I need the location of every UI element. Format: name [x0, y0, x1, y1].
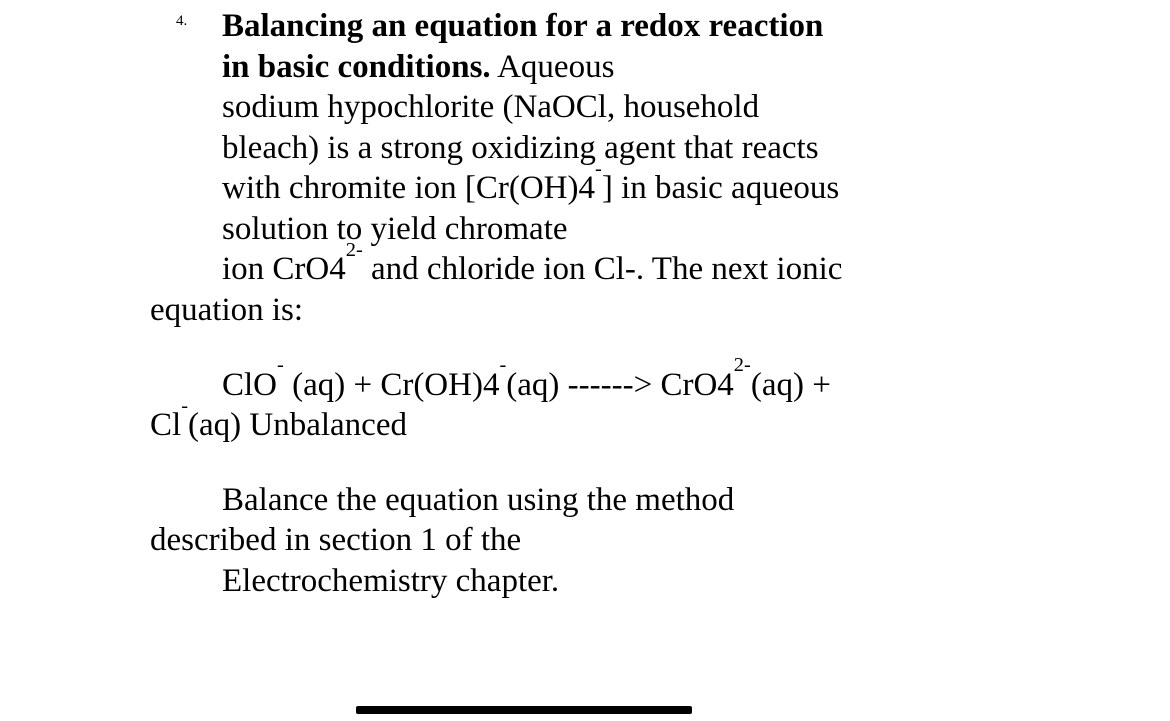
superscript-minus: - — [277, 354, 284, 376]
paragraph-2-equation: ClO- (aq) + Cr(OH)4-(aq) ------> CrO42-(… — [150, 365, 1050, 446]
p1-line-4: bleach) is a strong oxidizing agent that… — [150, 130, 819, 166]
eq-part-c: (aq) ------> CrO4 — [506, 367, 734, 403]
underline-decoration — [356, 706, 692, 714]
p1-line-8: equation is: — [150, 292, 303, 328]
p3-line-2: described in section 1 of the — [150, 522, 521, 558]
superscript-minus: - — [499, 354, 506, 376]
eq-part-b: (aq) + Cr(OH)4 — [284, 367, 500, 403]
p1-line-7: ion CrO42- and chloride ion Cl-. The nex… — [150, 251, 842, 287]
p1-line5-a: with chromite ion [Cr(OH)4 — [222, 170, 595, 206]
p1-line5-b: ] in basic aqueous — [602, 170, 839, 206]
superscript-2minus: 2- — [734, 354, 751, 376]
superscript-minus: - — [595, 158, 602, 180]
p1-line-3: sodium hypochlorite (NaOCl, household — [150, 89, 759, 125]
p1-rest-line1: Aqueous — [491, 49, 615, 85]
p1-line-5: with chromite ion [Cr(OH)4-] in basic aq… — [150, 170, 839, 206]
p3-line-1: Balance the equation using the method — [222, 482, 734, 518]
superscript-minus: - — [181, 395, 188, 417]
p3-line-3: Electrochemistry chapter. — [150, 563, 559, 599]
eq-line2-b: (aq) Unbalanced — [188, 407, 407, 443]
problem-text: Balancing an equation for a redox reacti… — [150, 6, 1050, 602]
superscript-2minus: 2- — [346, 239, 363, 261]
heading-bold-part-a: Balancing an equation for a redox reacti… — [222, 8, 823, 44]
heading-bold-part-b: in basic conditions. — [222, 49, 491, 85]
paragraph-3: Balance the equation using the method de… — [150, 480, 1050, 602]
p1-line-2-wrap: in basic conditions. Aqueous — [150, 49, 614, 85]
eq-part-d: (aq) + — [751, 367, 831, 403]
p1-line7-b: and chloride ion Cl-. The next ionic — [363, 251, 843, 287]
eq-part-a: ClO — [222, 367, 277, 403]
p1-line7-a: ion CrO4 — [222, 251, 346, 287]
document-page: 4. Balancing an equation for a redox rea… — [0, 0, 1170, 721]
paragraph-1: Balancing an equation for a redox reacti… — [150, 6, 1050, 331]
eq-line2-a: Cl — [150, 407, 181, 443]
